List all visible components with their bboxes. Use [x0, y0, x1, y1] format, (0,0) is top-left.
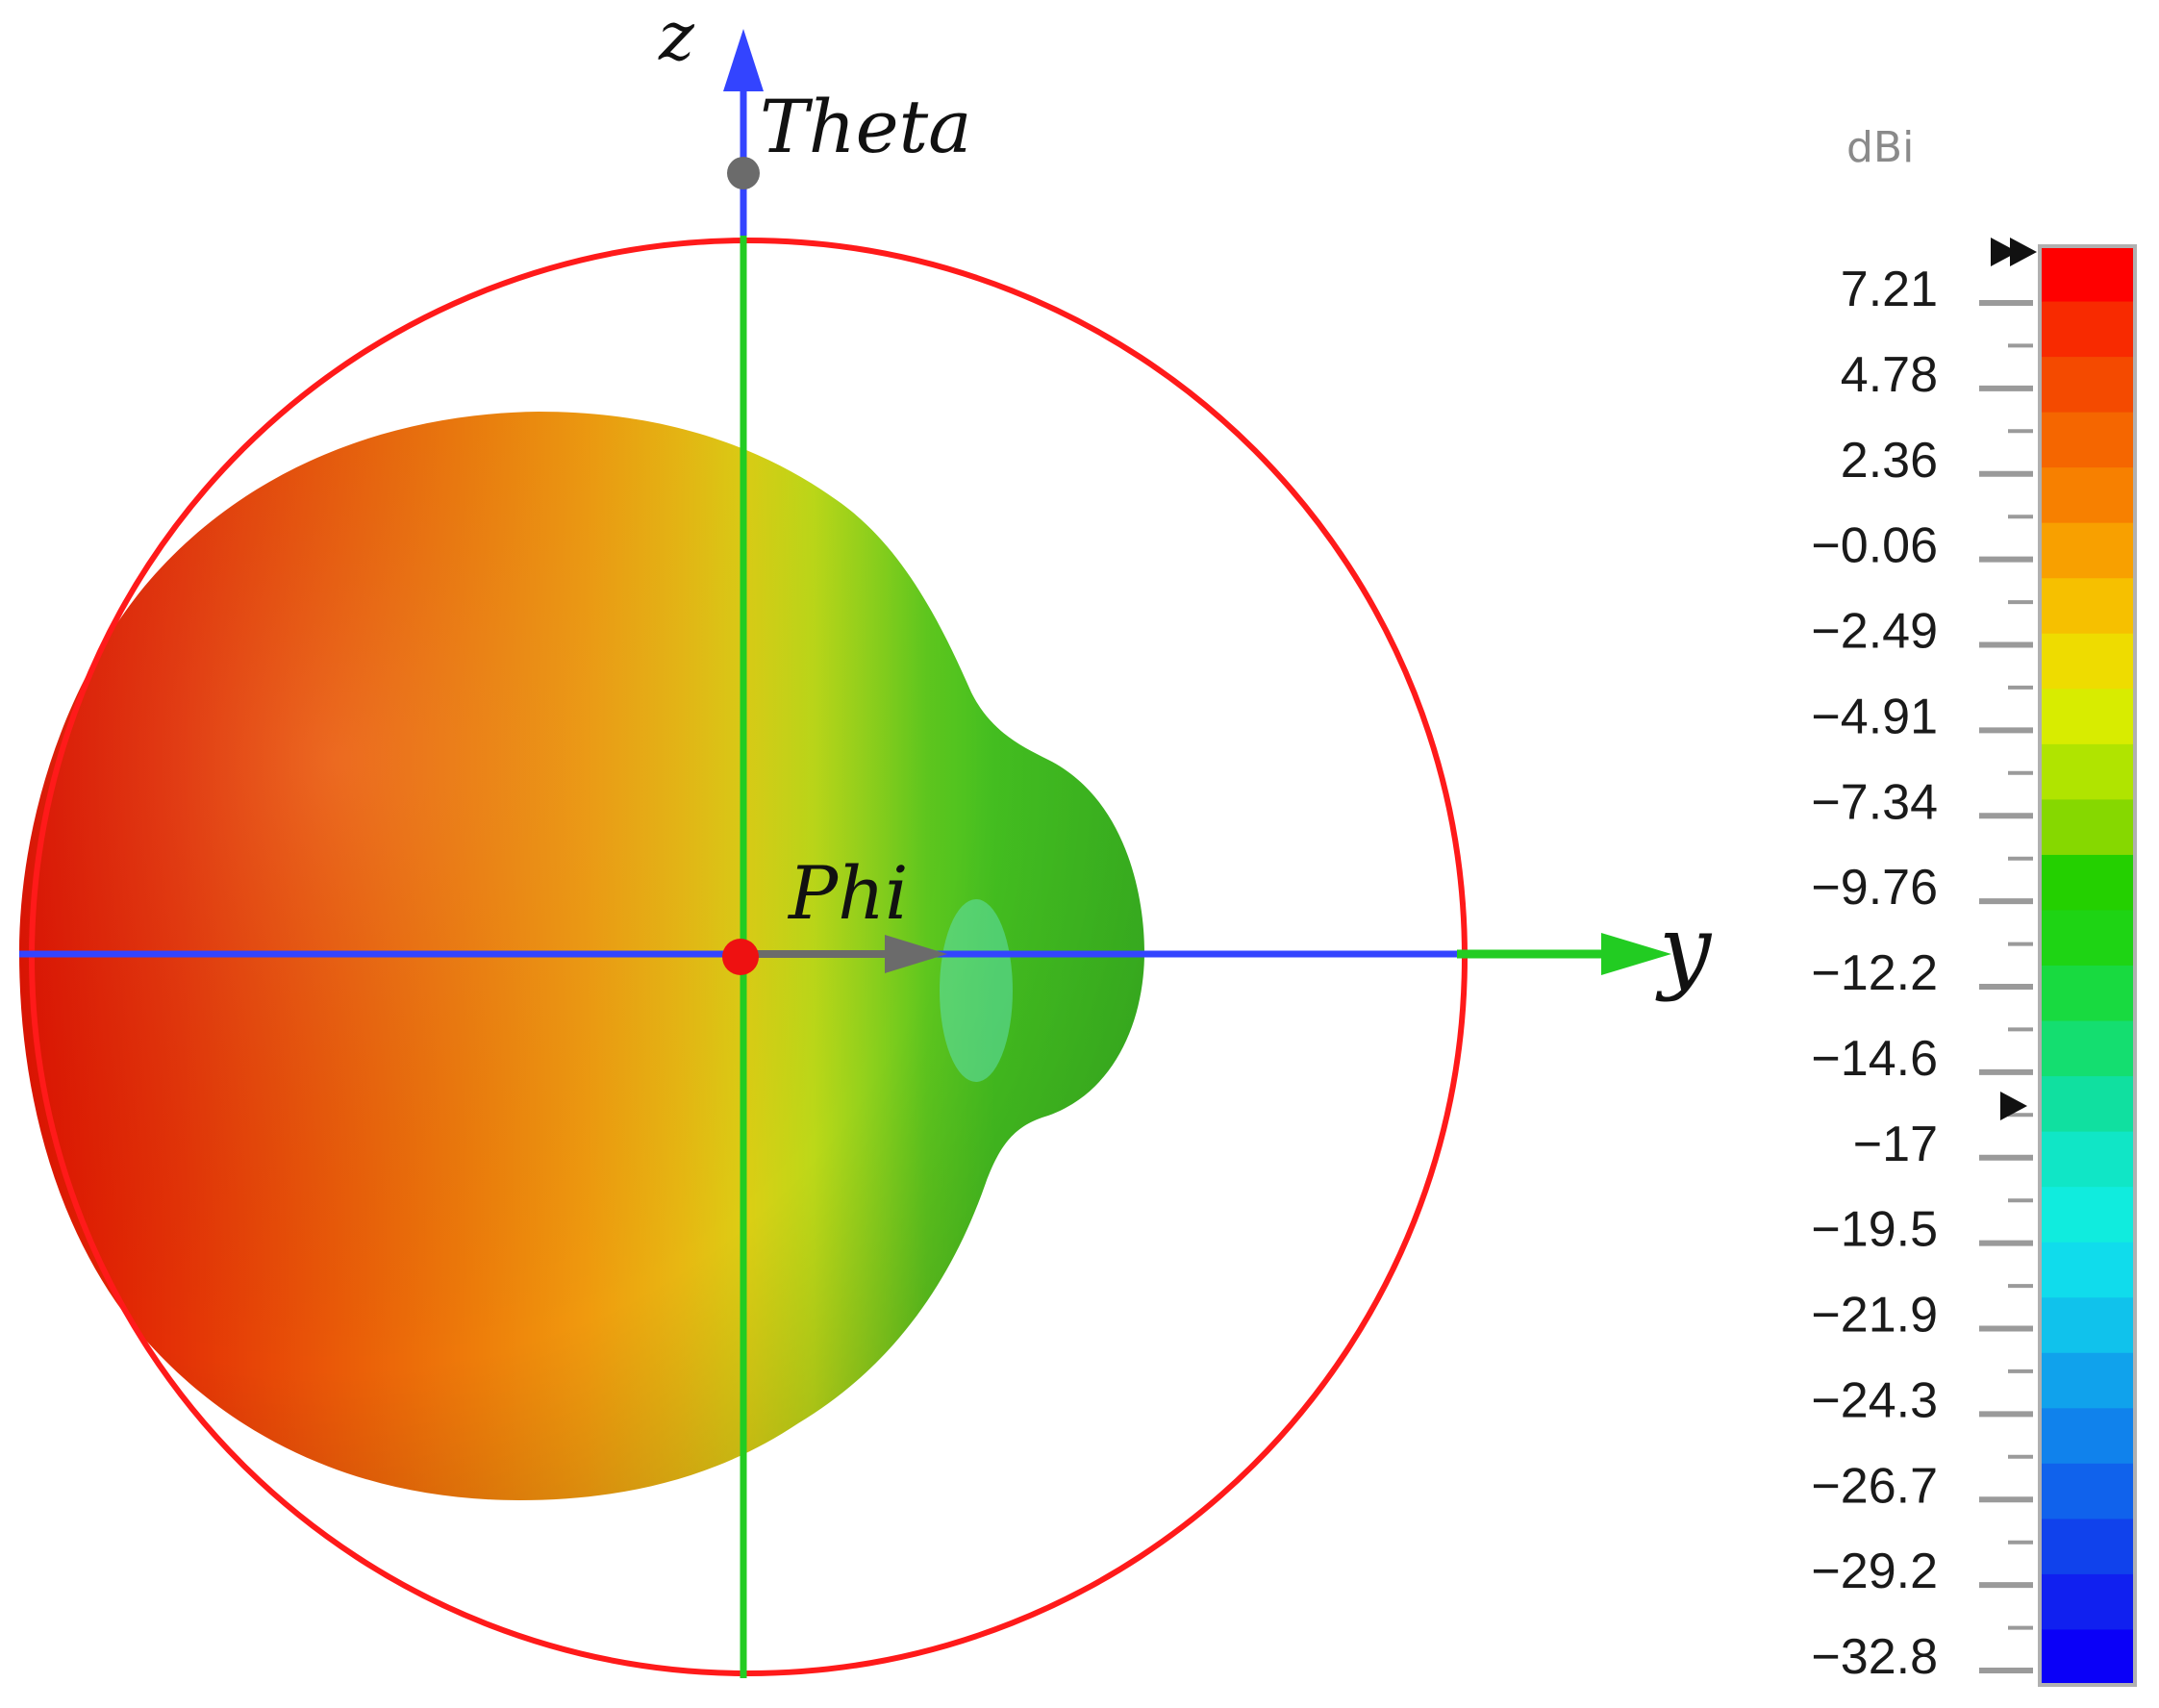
- colorbar-tick-label: −9.76: [1811, 860, 1938, 916]
- colorbar-swatch: [2040, 357, 2135, 414]
- colorbar-max-marker: [1991, 238, 2018, 266]
- colorbar-swatch: [2040, 1076, 2135, 1133]
- colorbar-swatch: [2040, 412, 2135, 468]
- colorbar-unit-label: dBi: [1846, 123, 1914, 172]
- colorbar-tick-label: −0.06: [1811, 518, 1938, 574]
- colorbar-threshold-marker: [2000, 1092, 2027, 1120]
- colorbar-tick-label: −19.5: [1811, 1202, 1938, 1258]
- colorbar: dBi 7.21 4.78 2.36 −0.06 −2.49 −4.91 −7.34 −9.7…: [1811, 123, 2137, 1687]
- colorbar-swatch: [2040, 966, 2135, 1022]
- colorbar-swatch: [2040, 1629, 2135, 1686]
- z-axis-arrowhead: [723, 29, 764, 91]
- colorbar-tick-label: −4.91: [1811, 689, 1938, 744]
- colorbar-tick-marks: [1979, 300, 2033, 1673]
- origin-dot: [722, 939, 759, 975]
- colorbar-tick-label: −7.34: [1811, 774, 1938, 830]
- colorbar-swatch: [2040, 1463, 2135, 1520]
- colorbar-tick-label: 4.78: [1841, 347, 1938, 403]
- colorbar-tick-label: −21.9: [1811, 1288, 1938, 1344]
- colorbar-swatch: [2040, 301, 2135, 358]
- colorbar-swatch: [2040, 1131, 2135, 1188]
- colorbar-tick-label: −26.7: [1811, 1458, 1938, 1514]
- colorbar-tick-label: −17: [1853, 1117, 1938, 1172]
- colorbar-swatch: [2040, 1352, 2135, 1410]
- colorbar-swatch: [2040, 1297, 2135, 1354]
- colorbar-swatch: [2040, 1187, 2135, 1243]
- theta-label: Theta: [760, 84, 971, 169]
- cyan-null-spot: [940, 899, 1013, 1082]
- colorbar-max-marker-2: [2010, 238, 2037, 266]
- colorbar-tick-label: −29.2: [1811, 1544, 1938, 1599]
- theta-marker: [727, 157, 760, 189]
- colorbar-swatch: [2040, 1519, 2135, 1575]
- colorbar-swatch: [2040, 1573, 2135, 1631]
- y-axis-label: y: [1655, 895, 1713, 1003]
- colorbar-swatch: [2040, 633, 2135, 691]
- colorbar-swatch: [2040, 1020, 2135, 1077]
- colorbar-swatch: [2040, 689, 2135, 745]
- colorbar-swatch: [2040, 522, 2135, 580]
- colorbar-swatch: [2040, 578, 2135, 635]
- colorbar-frame: [2038, 244, 2137, 1687]
- colorbar-tick-label: −2.49: [1811, 604, 1938, 660]
- colorbar-swatch: [2040, 1408, 2135, 1465]
- colorbar-tick-label: 7.21: [1841, 262, 1938, 317]
- colorbar-swatches: [2040, 246, 2135, 1686]
- colorbar-tick-label: −12.2: [1811, 945, 1938, 1001]
- colorbar-tick-labels: 7.21 4.78 2.36 −0.06 −2.49 −4.91 −7.34 −9.76 −12…: [1811, 262, 1938, 1685]
- y-axis-arrowhead: [1601, 933, 1671, 975]
- colorbar-swatch: [2040, 910, 2135, 967]
- colorbar-swatch: [2040, 246, 2135, 303]
- colorbar-swatch: [2040, 467, 2135, 524]
- colorbar-swatch: [2040, 1242, 2135, 1299]
- colorbar-swatch: [2040, 743, 2135, 801]
- colorbar-tick-label: 2.36: [1841, 433, 1938, 489]
- colorbar-swatch: [2040, 854, 2135, 912]
- phi-label: Phi: [787, 850, 908, 936]
- z-axis-label: z: [658, 0, 695, 76]
- colorbar-tick-label: −14.6: [1811, 1031, 1938, 1087]
- phi-arrowhead: [885, 935, 947, 973]
- colorbar-tick-label: −24.3: [1811, 1372, 1938, 1428]
- colorbar-swatch: [2040, 799, 2135, 856]
- colorbar-tick-label: −32.8: [1811, 1629, 1938, 1685]
